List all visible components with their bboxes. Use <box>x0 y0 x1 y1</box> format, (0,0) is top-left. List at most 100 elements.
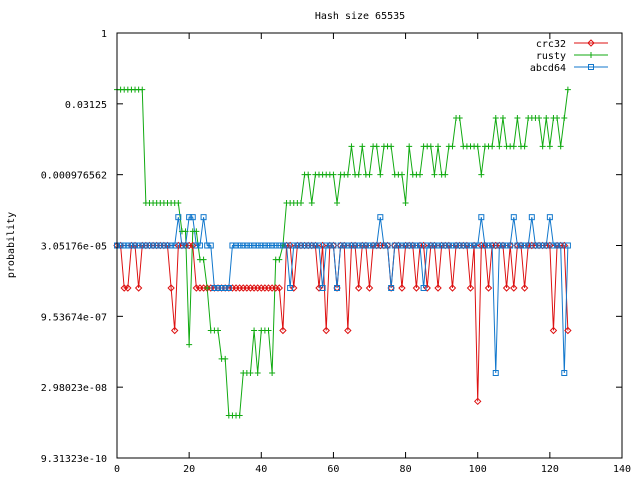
y-tick-label: 0.03125 <box>65 100 107 111</box>
y-tick-label: 9.31323e-10 <box>41 454 107 465</box>
data-point <box>269 370 276 376</box>
data-point <box>215 285 221 291</box>
y-axis-label: probability <box>6 212 17 278</box>
data-point <box>417 242 423 249</box>
data-point <box>587 39 595 47</box>
data-point <box>352 242 359 249</box>
data-point <box>247 370 254 376</box>
data-point <box>560 241 568 250</box>
data-point <box>243 242 250 249</box>
data-point <box>330 242 337 249</box>
series-markers <box>113 86 572 419</box>
data-point <box>402 200 409 206</box>
data-point <box>423 284 431 292</box>
data-point <box>218 285 225 291</box>
data-point <box>171 326 179 335</box>
data-point <box>564 86 571 93</box>
data-point <box>478 214 485 221</box>
data-point <box>510 284 518 292</box>
data-point <box>211 285 218 291</box>
data-point <box>474 143 481 150</box>
data-point <box>365 284 374 292</box>
data-point <box>186 341 193 348</box>
data-point <box>305 171 312 178</box>
data-point <box>167 284 175 292</box>
data-point <box>146 242 153 249</box>
data-point <box>279 326 287 335</box>
data-point <box>193 242 200 249</box>
data-point <box>471 242 478 249</box>
data-point <box>431 242 438 249</box>
data-point <box>330 171 337 178</box>
data-point <box>366 171 373 178</box>
data-point <box>236 412 243 419</box>
data-point <box>297 242 304 249</box>
data-point <box>406 242 413 249</box>
data-point <box>554 242 561 249</box>
data-point <box>518 242 524 249</box>
data-point <box>355 242 362 249</box>
data-point <box>514 242 521 249</box>
data-point <box>124 242 131 249</box>
data-point <box>355 171 362 178</box>
data-point <box>200 214 207 221</box>
data-point <box>308 242 315 249</box>
data-point <box>233 242 240 249</box>
data-point <box>554 115 561 121</box>
x-tick-label: 100 <box>469 464 487 475</box>
data-point <box>521 242 528 249</box>
data-point <box>478 171 485 178</box>
data-point <box>456 115 463 121</box>
data-point <box>207 242 214 249</box>
data-point <box>222 355 229 362</box>
data-point <box>344 171 351 178</box>
data-point <box>287 285 294 291</box>
data-point <box>489 143 496 150</box>
data-point <box>326 242 333 249</box>
data-point <box>354 284 363 292</box>
tick-labels: 0 20 40 60 80 100 120 140 1 0.03125 0.000976562 3.0… <box>41 29 631 475</box>
data-point <box>276 242 283 249</box>
data-point <box>442 242 449 249</box>
data-point <box>294 242 301 249</box>
data-point <box>532 242 539 249</box>
data-point <box>420 285 427 291</box>
x-tick-label: 140 <box>613 464 631 475</box>
data-point <box>157 242 164 249</box>
data-point <box>442 171 449 178</box>
data-point <box>449 242 456 249</box>
data-point <box>485 242 492 249</box>
y-tick-label: 2.98023e-08 <box>41 383 107 394</box>
data-point <box>124 284 132 292</box>
series-line-crc32 <box>117 245 569 402</box>
x-tick-label: 120 <box>541 464 559 475</box>
data-point <box>539 242 546 249</box>
data-point <box>323 242 330 249</box>
data-point <box>489 242 496 249</box>
data-point <box>301 242 308 249</box>
data-point <box>492 115 499 121</box>
data-point <box>391 242 398 249</box>
data-point <box>318 241 327 250</box>
y-tick-label: 9.53674e-07 <box>41 312 107 323</box>
data-point <box>171 242 178 249</box>
data-point <box>196 242 203 249</box>
data-point <box>435 242 442 249</box>
data-point <box>254 370 261 376</box>
data-point <box>175 200 182 206</box>
data-point <box>283 242 290 249</box>
data-point <box>139 242 146 249</box>
x-tick-label: 80 <box>400 464 412 475</box>
data-point <box>424 242 431 249</box>
data-point <box>434 284 442 292</box>
data-point <box>229 242 236 249</box>
data-point <box>193 228 200 235</box>
data-point <box>484 284 493 292</box>
data-point <box>380 242 387 249</box>
x-tick-label: 40 <box>255 464 267 475</box>
data-point <box>467 242 474 249</box>
data-point <box>564 326 572 335</box>
plot-frame <box>116 32 623 459</box>
